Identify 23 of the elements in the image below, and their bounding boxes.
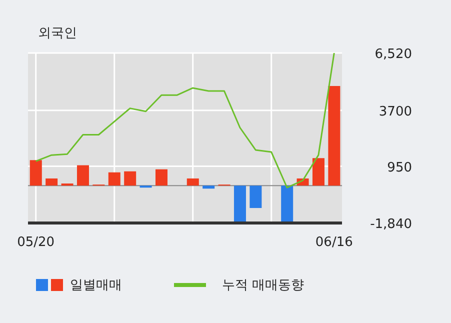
legend-label: 일별매매	[70, 277, 122, 294]
bar	[328, 86, 340, 186]
bar	[312, 158, 324, 186]
bar	[281, 186, 294, 222]
bar	[234, 186, 246, 222]
legend-label: 누적 매매동향	[222, 277, 304, 294]
bar	[202, 186, 215, 189]
bar	[46, 178, 58, 186]
line-series	[35, 53, 335, 188]
y-tick-label: 6,520	[374, 47, 412, 62]
bar	[250, 186, 262, 208]
bar	[30, 160, 42, 186]
bar	[108, 172, 120, 186]
y-tick-label: -1,840	[370, 217, 412, 232]
bar	[155, 169, 168, 186]
x-tick-label: 06/16	[315, 235, 353, 250]
y-tick-label: 3700	[378, 104, 412, 120]
bar	[76, 165, 89, 186]
bar	[124, 171, 136, 186]
bar	[186, 178, 199, 186]
chart-title: 외국인	[38, 25, 77, 42]
y-tick-label: 950	[387, 160, 412, 176]
x-tick-label: 05/20	[17, 235, 55, 250]
